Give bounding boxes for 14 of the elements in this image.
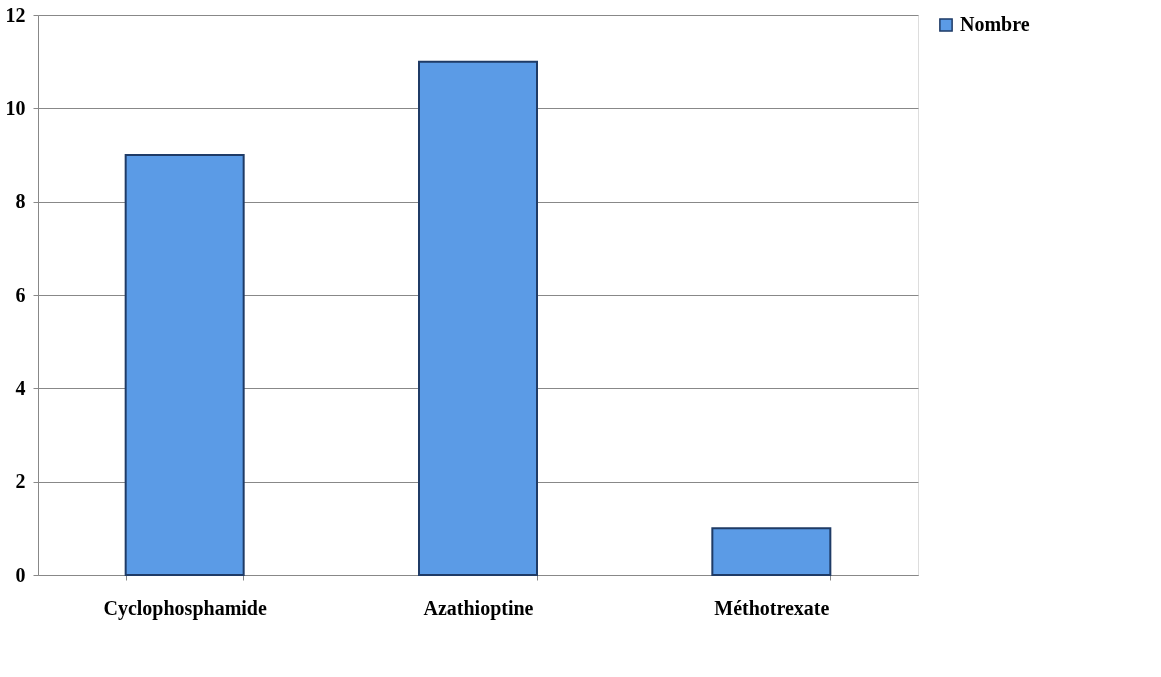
y-tick-label: 2 [15, 470, 26, 493]
bar [711, 527, 832, 576]
x-tick-label: Méthotrexate [714, 596, 830, 619]
y-tick-label: 6 [15, 283, 26, 306]
x-tick-label: Azathioptine [423, 596, 534, 620]
y-tick-label: 4 [15, 376, 26, 399]
bar [418, 60, 538, 576]
legend-label: Nombre [960, 13, 1030, 35]
y-tick-label: 12 [5, 3, 26, 26]
bar [124, 154, 245, 576]
y-tick-label: 0 [15, 563, 26, 586]
x-tick-label: Cyclophosphamide [103, 596, 267, 620]
y-tick-label: 10 [5, 96, 26, 119]
y-tick-label: 8 [15, 190, 26, 213]
